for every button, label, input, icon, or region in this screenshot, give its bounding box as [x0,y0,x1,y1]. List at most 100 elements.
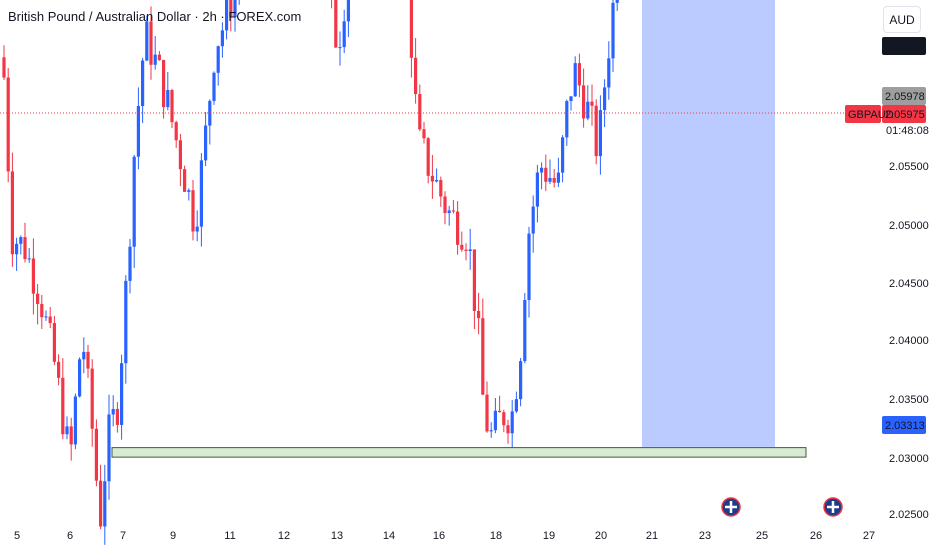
entry-price-label-bg [882,87,926,105]
x-tick-label: 26 [810,530,822,542]
bearish-candle [115,402,119,433]
bearish-candle [552,169,556,188]
bullish-candle [233,0,237,32]
bullish-candle [435,168,439,183]
y-tick-label: 2.03000 [889,453,929,465]
uk-flag-icon [823,497,843,517]
x-tick-label: 25 [756,530,768,542]
current-price-label: 2.05975 [885,109,925,121]
bullish-candle [166,71,170,111]
bullish-candle [111,395,115,427]
bullish-candle [204,111,208,167]
x-tick-label: 9 [170,530,176,542]
y-tick-label: 2.02500 [889,509,929,521]
bullish-candle [346,0,350,38]
target-price-label: 2.06559 [885,41,925,53]
bullish-candle [447,205,451,226]
bullish-candle [212,71,216,105]
bullish-candle [489,422,493,438]
bearish-candle [157,51,161,61]
bearish-candle [40,294,44,329]
x-tick-label: 23 [699,530,711,542]
x-tick-label: 11 [224,530,235,542]
bearish-candle [502,409,506,433]
bearish-candle [94,419,98,487]
bullish-candle [107,394,111,500]
bullish-candle [607,41,611,100]
bullish-candle [136,87,140,170]
bearish-candle [594,99,598,165]
bullish-candle [548,159,552,185]
bullish-candle [238,0,240,5]
bearish-candle [61,358,65,440]
bullish-candle [103,464,107,545]
bullish-candle [128,239,132,294]
bullish-candle [44,310,48,321]
bearish-candle [460,231,464,252]
bullish-candle [153,36,157,70]
bearish-candle [170,88,174,129]
bullish-candle [540,162,544,190]
bearish-candle [422,121,426,144]
bearish-candle [191,179,195,241]
bullish-candle [199,153,203,247]
symbol-tag-bg [845,105,881,123]
target-price-label-bg [882,37,926,55]
y-tick-label: 2.04500 [889,278,929,290]
bullish-candle [27,248,31,263]
x-tick-label: 7 [120,530,126,542]
x-tick-label: 5 [14,530,20,542]
support-zone [111,447,807,458]
bearish-candle [334,0,338,49]
stop-zone [642,0,775,447]
bearish-candle [414,37,418,104]
bullish-candle [535,164,539,223]
bearish-candle [464,243,468,261]
bearish-candle [36,284,40,325]
bearish-candle [481,298,485,396]
bullish-candle [569,96,573,111]
countdown-label: 01:48:08 [886,125,929,137]
bullish-candle [15,237,19,271]
bullish-candle [73,393,77,450]
bearish-candle [229,0,233,32]
current-price-label-bg [882,105,926,123]
bullish-candle [342,9,346,54]
bullish-candle [493,398,497,434]
bullish-candle [195,210,199,242]
chart-title: British Pound / Australian Dollar · 2h ·… [8,9,302,24]
bullish-candle [611,0,615,72]
bearish-candle [10,152,14,267]
bullish-candle [124,275,128,384]
bearish-candle [162,59,166,119]
bearish-candle [86,344,90,379]
y-tick-label: 2.05000 [889,220,929,232]
bearish-candle [6,68,10,183]
bearish-candle [426,137,430,184]
uk-flag-icon [721,497,741,517]
entry-price-label: 2.05978 [885,91,925,103]
bullish-candle [141,57,145,124]
bearish-candle [48,306,52,329]
currency-button[interactable]: AUD [883,6,921,33]
bullish-candle [120,354,124,440]
x-tick-label: 27 [863,530,875,542]
bearish-candle [430,154,434,199]
bearish-candle [183,165,187,192]
bearish-candle [544,154,548,192]
bearish-candle [472,249,476,330]
x-tick-label: 16 [433,530,445,542]
stop-price-label: 2.03313 [885,420,925,432]
bearish-candle [174,120,178,148]
bearish-candle [69,417,73,461]
bearish-candle [99,464,103,530]
bullish-candle [510,400,514,454]
bullish-candle [531,195,535,253]
bearish-candle [451,199,455,214]
bullish-candle [468,228,472,270]
x-tick-label: 19 [543,530,555,542]
bearish-candle [439,176,443,207]
x-tick-label: 21 [646,530,658,542]
